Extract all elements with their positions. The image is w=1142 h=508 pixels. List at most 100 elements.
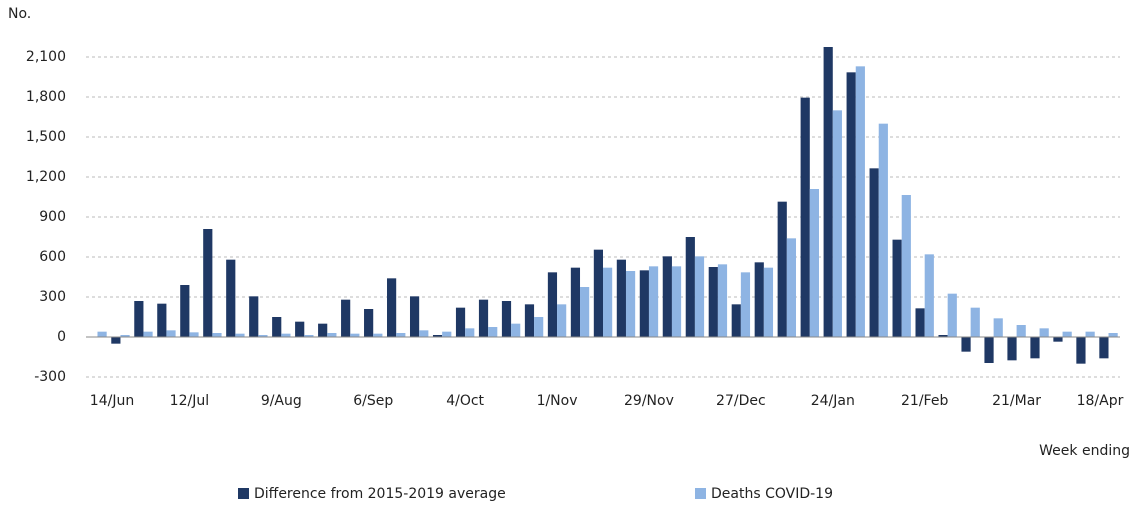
bar	[961, 337, 971, 352]
x-tick-label: 21/Feb	[901, 393, 948, 409]
bar	[272, 317, 282, 337]
bar	[717, 264, 728, 337]
bar	[878, 123, 888, 338]
bar	[1039, 328, 1049, 337]
bar	[763, 267, 774, 337]
bar	[465, 328, 475, 337]
bar	[478, 299, 489, 337]
legend-swatch	[695, 488, 706, 499]
bar	[740, 272, 751, 337]
bar	[648, 266, 659, 337]
bar	[823, 47, 833, 337]
bar	[189, 332, 199, 337]
y-tick-label: 0	[57, 329, 66, 345]
bar	[295, 321, 305, 337]
bar	[281, 333, 291, 337]
bar	[350, 333, 360, 337]
bar	[409, 296, 420, 337]
bar	[166, 330, 176, 337]
bar	[97, 331, 107, 337]
bar	[111, 337, 121, 344]
x-tick-label: 27/Dec	[716, 393, 766, 409]
bar	[685, 237, 695, 337]
bar	[419, 330, 429, 337]
bar	[603, 267, 613, 337]
bar	[235, 333, 245, 337]
bar	[212, 333, 222, 337]
bar	[318, 323, 328, 337]
bar	[387, 278, 397, 337]
bar	[639, 270, 649, 337]
bar	[754, 262, 764, 337]
bar	[203, 229, 213, 337]
y-tick-label: 300	[39, 289, 66, 305]
x-tick-label: 24/Jan	[811, 393, 855, 409]
bar	[809, 189, 819, 337]
y-tick-label: 2,100	[26, 49, 66, 65]
bar	[694, 256, 705, 337]
bar	[869, 168, 879, 337]
bar	[947, 293, 957, 337]
bar	[938, 335, 948, 337]
bar	[226, 259, 236, 337]
bar	[488, 327, 498, 337]
y-tick-label: 900	[39, 209, 66, 225]
bar	[373, 333, 383, 337]
x-tick-label: 6/Sep	[353, 393, 393, 409]
bar	[580, 287, 590, 337]
bar	[832, 110, 842, 337]
bar	[1076, 337, 1086, 364]
bar	[892, 239, 902, 337]
bar	[396, 333, 406, 337]
bar	[180, 285, 190, 337]
bar	[708, 267, 718, 337]
bar	[341, 299, 351, 337]
bar	[924, 254, 934, 337]
x-tick-label: 9/Aug	[261, 393, 302, 409]
y-tick-label: 1,200	[26, 169, 66, 185]
x-tick-label: 29/Nov	[624, 393, 674, 409]
bar	[671, 266, 682, 337]
bar	[855, 66, 865, 337]
bar	[570, 267, 581, 337]
bar	[511, 323, 521, 337]
bar	[846, 72, 856, 337]
x-tick-label: 21/Mar	[992, 393, 1041, 409]
bar	[984, 337, 994, 363]
bar	[1007, 337, 1017, 361]
bar	[327, 333, 337, 337]
bar	[1062, 331, 1072, 337]
y-tick-label: 600	[39, 249, 66, 265]
bar	[143, 331, 153, 337]
legend-label: Difference from 2015-2019 average	[254, 486, 506, 502]
bar	[134, 301, 144, 337]
x-tick-label: 4/Oct	[446, 393, 484, 409]
bar	[616, 259, 626, 337]
y-tick-label: 1,500	[26, 129, 66, 145]
legend-swatch	[238, 488, 249, 499]
bar	[993, 318, 1003, 337]
bar	[1108, 333, 1118, 337]
bar	[258, 335, 268, 337]
bar	[901, 195, 911, 337]
bar	[970, 307, 980, 337]
bar	[1085, 331, 1095, 337]
bar	[442, 331, 452, 337]
y-tick-label: -300	[34, 369, 66, 385]
bar	[524, 304, 535, 337]
bar	[915, 308, 925, 337]
bar	[1053, 337, 1063, 342]
bar	[157, 303, 167, 337]
legend-label: Deaths COVID-19	[711, 486, 833, 502]
bar	[786, 238, 797, 337]
x-tick-label: 18/Apr	[1077, 393, 1124, 409]
bar	[593, 249, 603, 337]
bar	[249, 296, 259, 337]
x-tick-label: 1/Nov	[537, 393, 578, 409]
x-axis-label: Week ending	[1039, 443, 1130, 459]
y-axis-label: No.	[8, 6, 31, 22]
bar	[1016, 325, 1026, 337]
bar	[1099, 337, 1109, 359]
bar	[662, 256, 672, 337]
